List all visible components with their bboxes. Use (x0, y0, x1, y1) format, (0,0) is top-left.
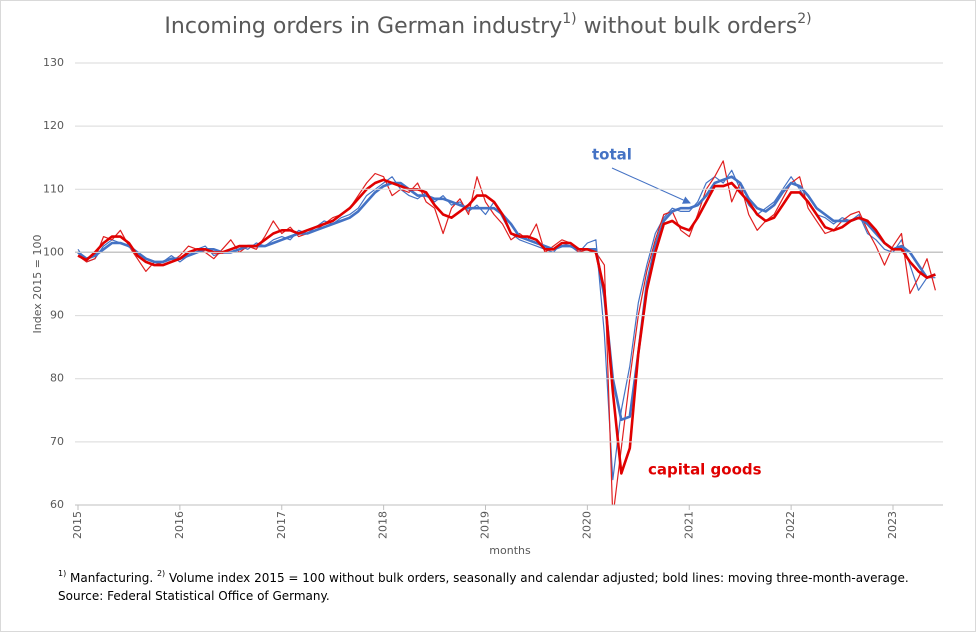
text-segment: Source: Federal Statistical Office of Ge… (58, 589, 330, 603)
y-tick-label: 90 (50, 309, 64, 322)
footnote-marker: 2) (797, 11, 811, 27)
text-segment: without bulk orders (577, 14, 798, 39)
footnote: Source: Federal Statistical Office of Ge… (58, 589, 330, 603)
text-segment: Volume index 2015 = 100 without bulk ord… (165, 571, 909, 585)
x-tick-label: 2022 (784, 511, 797, 539)
text-segment: Manfacturing. (66, 571, 157, 585)
footnote-marker: 2) (157, 569, 165, 578)
y-tick-label: 60 (50, 498, 64, 511)
chart-title: Incoming orders in German industry1) wit… (164, 11, 811, 39)
text-segment: Incoming orders in German industry (164, 14, 562, 39)
annotation-arrow (611, 167, 691, 204)
footnote: 1) Manfacturing. 2) Volume index 2015 = … (58, 569, 909, 585)
x-tick-label: 2023 (886, 511, 899, 539)
y-tick-label: 120 (43, 119, 64, 132)
y-tick-label: 80 (50, 372, 64, 385)
x-tick-label: 2017 (275, 511, 288, 539)
y-tick-label: 110 (43, 182, 64, 195)
y-axis-label: Index 2015 = 100 (31, 235, 44, 334)
footnote-marker: 1) (58, 569, 66, 578)
y-tick-label: 130 (43, 56, 64, 69)
x-tick-label: 2018 (377, 511, 390, 539)
x-tick-label: 2020 (580, 511, 593, 539)
y-tick-label: 70 (50, 435, 64, 448)
x-axis-label: months (489, 544, 531, 557)
footnote-marker: 1) (562, 11, 576, 27)
x-tick-label: 2015 (71, 511, 84, 539)
x-tick-label: 2019 (479, 511, 492, 539)
x-tick-label: 2021 (682, 511, 695, 539)
x-tick-label: 2016 (173, 511, 186, 539)
series-annotation: total (592, 146, 632, 164)
y-tick-label: 100 (43, 245, 64, 258)
series-annotation: capital goods (648, 461, 762, 479)
